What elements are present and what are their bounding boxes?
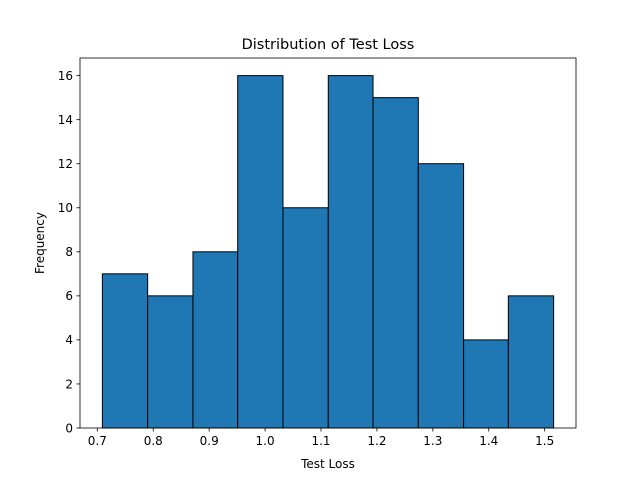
x-tick-label: 1.3 (423, 434, 442, 448)
histogram-bar (327, 75, 374, 429)
axes-group: 0.7 0.8 0.9 1.0 1.1 1.2 1.3 1.4 1.5 0 2 4 6 8 10 12 14 16 (58, 57, 577, 448)
x-tick-label: 0.8 (144, 434, 163, 448)
histogram-bar (192, 251, 239, 429)
y-tick-label: 2 (65, 377, 73, 391)
histogram-bar (282, 207, 329, 429)
histogram-bar (507, 295, 555, 429)
histogram-bar (237, 75, 284, 429)
y-axis-title: Frequency (33, 212, 47, 274)
y-tick-label: 16 (58, 69, 73, 83)
y-tick-label: 10 (58, 201, 73, 215)
histogram-bar (147, 295, 194, 429)
x-tick-label: 1.1 (311, 434, 330, 448)
histogram-bar (417, 163, 465, 429)
plot-frame (79, 57, 577, 429)
x-tick-label: 1.0 (256, 434, 275, 448)
x-axis-title: Test Loss (300, 457, 355, 471)
y-tick-label: 0 (65, 421, 73, 435)
x-tick-label: 1.5 (535, 434, 554, 448)
histogram-bar (101, 273, 149, 429)
histogram-bar (463, 339, 509, 429)
y-tick-label: 12 (58, 157, 73, 171)
y-tick-label: 8 (65, 245, 73, 259)
bars-group (101, 75, 555, 429)
x-tick-label: 1.4 (479, 434, 498, 448)
y-tick-label: 4 (65, 333, 73, 347)
histogram-bar (372, 97, 419, 429)
x-tick-label: 1.2 (367, 434, 386, 448)
x-tick-label: 0.7 (88, 434, 107, 448)
y-tick-label: 14 (58, 113, 73, 127)
y-tick-label: 6 (65, 289, 73, 303)
x-tick-label: 0.9 (200, 434, 219, 448)
chart-title: Distribution of Test Loss (242, 37, 415, 53)
